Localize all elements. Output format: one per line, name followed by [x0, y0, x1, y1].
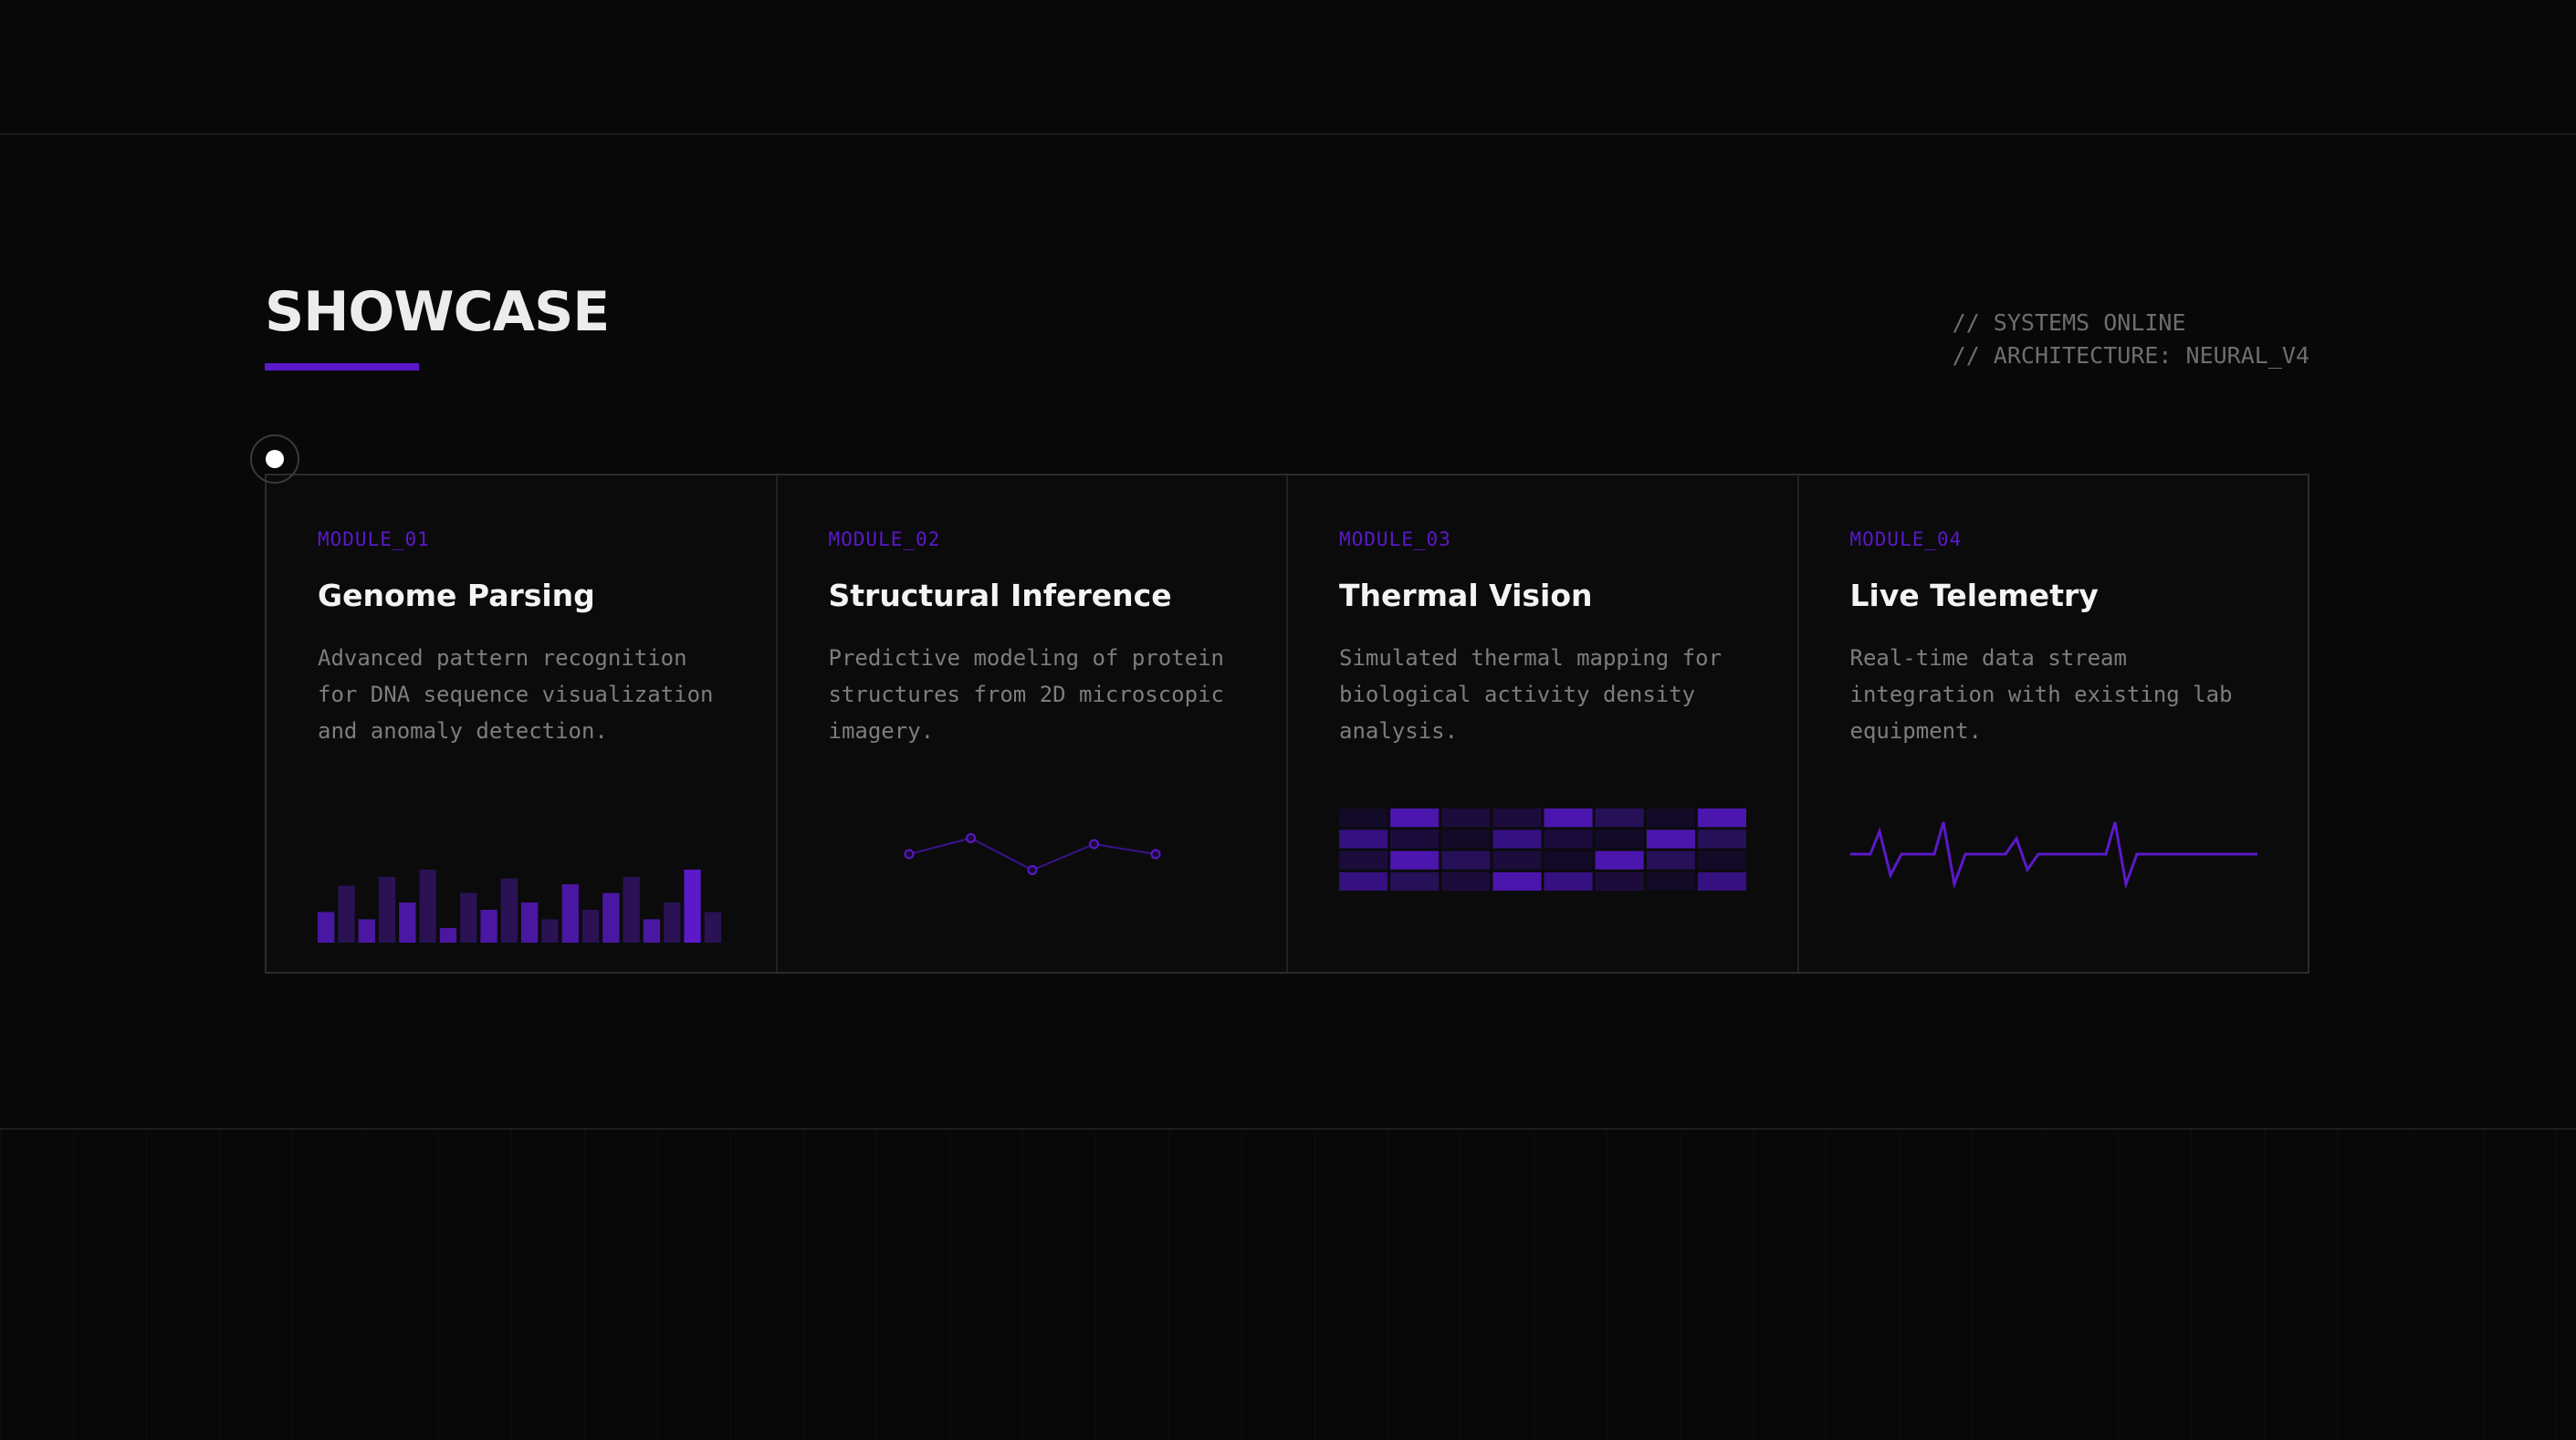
heatmap-cell: [1697, 871, 1746, 891]
heatmap-cell: [1646, 850, 1695, 870]
status-line-systems: // SYSTEMS ONLINE: [1952, 309, 2186, 336]
genome-bar: [318, 912, 335, 943]
heatmap-cell: [1646, 809, 1695, 828]
module-label: MODULE_01: [318, 528, 430, 550]
heatmap-cell: [1441, 850, 1491, 870]
system-status: // SYSTEMS ONLINE // ARCHITECTURE: NEURA…: [1953, 307, 2309, 372]
genome-bar: [684, 870, 701, 943]
genome-bar: [500, 878, 518, 943]
heatmap-cell: [1390, 830, 1440, 849]
genome-bar: [399, 903, 416, 943]
heatmap-cell: [1544, 871, 1593, 891]
heatmap-cell: [1544, 809, 1593, 828]
heatmap-cell: [1492, 809, 1542, 828]
heatmap-cell: [1544, 850, 1593, 870]
heatmap-cell: [1595, 830, 1644, 849]
genome-bar: [602, 892, 620, 943]
module-title: Live Telemetry: [1849, 578, 2099, 613]
title-underline: [265, 363, 419, 370]
graph-node: [965, 833, 976, 843]
genome-bar: [623, 877, 640, 943]
genome-bar: [338, 885, 355, 943]
graph-node: [1088, 839, 1099, 850]
telemetry-pulse-line: [1849, 821, 2257, 890]
genome-bar: [358, 919, 375, 943]
graph-node: [904, 849, 914, 860]
module-card-thermal-vision[interactable]: MODULE_03 Thermal Vision Simulated therm…: [1288, 475, 1799, 972]
module-card-live-telemetry[interactable]: MODULE_04 Live Telemetry Real-time data …: [1799, 475, 2309, 972]
module-card-genome-parsing[interactable]: MODULE_01 Genome Parsing Advanced patter…: [267, 475, 778, 972]
footer-grid-pattern: [0, 1130, 2576, 1440]
cursor-ring-icon: [250, 434, 299, 484]
module-label: MODULE_03: [1339, 528, 1451, 550]
heatmap-cell: [1339, 830, 1388, 849]
module-grid: MODULE_01 Genome Parsing Advanced patter…: [265, 474, 2309, 974]
bottom-divider: [0, 1128, 2576, 1130]
heatmap-cell: [1390, 871, 1440, 891]
genome-bar: [419, 870, 436, 943]
genome-bar: [378, 877, 396, 943]
heatmap-cell: [1697, 850, 1746, 870]
protein-node-graph: [904, 833, 1160, 875]
module-label: MODULE_02: [828, 528, 941, 550]
module-description: Simulated thermal mapping for biological…: [1339, 644, 1723, 744]
heatmap-cell: [1492, 830, 1542, 849]
genome-bar: [521, 903, 539, 943]
module-title: Structural Inference: [828, 578, 1172, 613]
heatmap-cell: [1390, 809, 1440, 828]
heatmap-cell: [1697, 809, 1746, 828]
genome-bar: [541, 919, 559, 943]
module-card-structural-inference[interactable]: MODULE_02 Structural Inference Predictiv…: [778, 475, 1288, 972]
heatmap-cell: [1595, 809, 1644, 828]
heatmap-cell: [1441, 830, 1491, 849]
genome-bar: [704, 912, 721, 943]
module-label: MODULE_04: [1849, 528, 1963, 550]
heatmap-cell: [1339, 850, 1388, 870]
module-title: Genome Parsing: [318, 578, 595, 613]
heatmap-cell: [1339, 809, 1388, 828]
pulse-waveform: [1849, 821, 2257, 890]
module-description: Real-time data stream integration with e…: [1849, 644, 2233, 744]
genome-bar: [643, 919, 661, 943]
genome-bar-visualization: [318, 870, 721, 943]
graph-node: [1150, 849, 1160, 860]
heatmap-cell: [1441, 809, 1491, 828]
heatmap-cell: [1544, 830, 1593, 849]
heatmap-cell: [1339, 871, 1388, 891]
heatmap-cell: [1646, 871, 1695, 891]
genome-bar: [439, 928, 457, 943]
genome-bar: [664, 903, 681, 943]
genome-bar: [561, 884, 579, 943]
heatmap-cell: [1697, 830, 1746, 849]
heatmap-cell: [1595, 871, 1644, 891]
graph-node: [1027, 865, 1037, 875]
page-title: SHOWCASE: [265, 280, 610, 344]
heatmap-cell: [1441, 871, 1491, 891]
heatmap-cell: [1492, 850, 1542, 870]
heatmap-cell: [1595, 850, 1644, 870]
genome-bar: [480, 910, 497, 943]
module-description: Advanced pattern recognition for DNA seq…: [318, 644, 714, 744]
genome-bar: [581, 910, 600, 943]
module-title: Thermal Vision: [1339, 578, 1593, 613]
cursor-dot-icon: [266, 450, 284, 468]
status-line-architecture: // ARCHITECTURE: NEURAL_V4: [1952, 342, 2309, 369]
heatmap-cell: [1390, 850, 1440, 870]
thermal-heatmap: [1339, 809, 1746, 891]
module-description: Predictive modeling of protein structure…: [828, 644, 1224, 744]
top-divider: [0, 133, 2576, 135]
heatmap-cell: [1492, 871, 1542, 891]
heatmap-cell: [1646, 830, 1695, 849]
genome-bar: [460, 892, 477, 943]
